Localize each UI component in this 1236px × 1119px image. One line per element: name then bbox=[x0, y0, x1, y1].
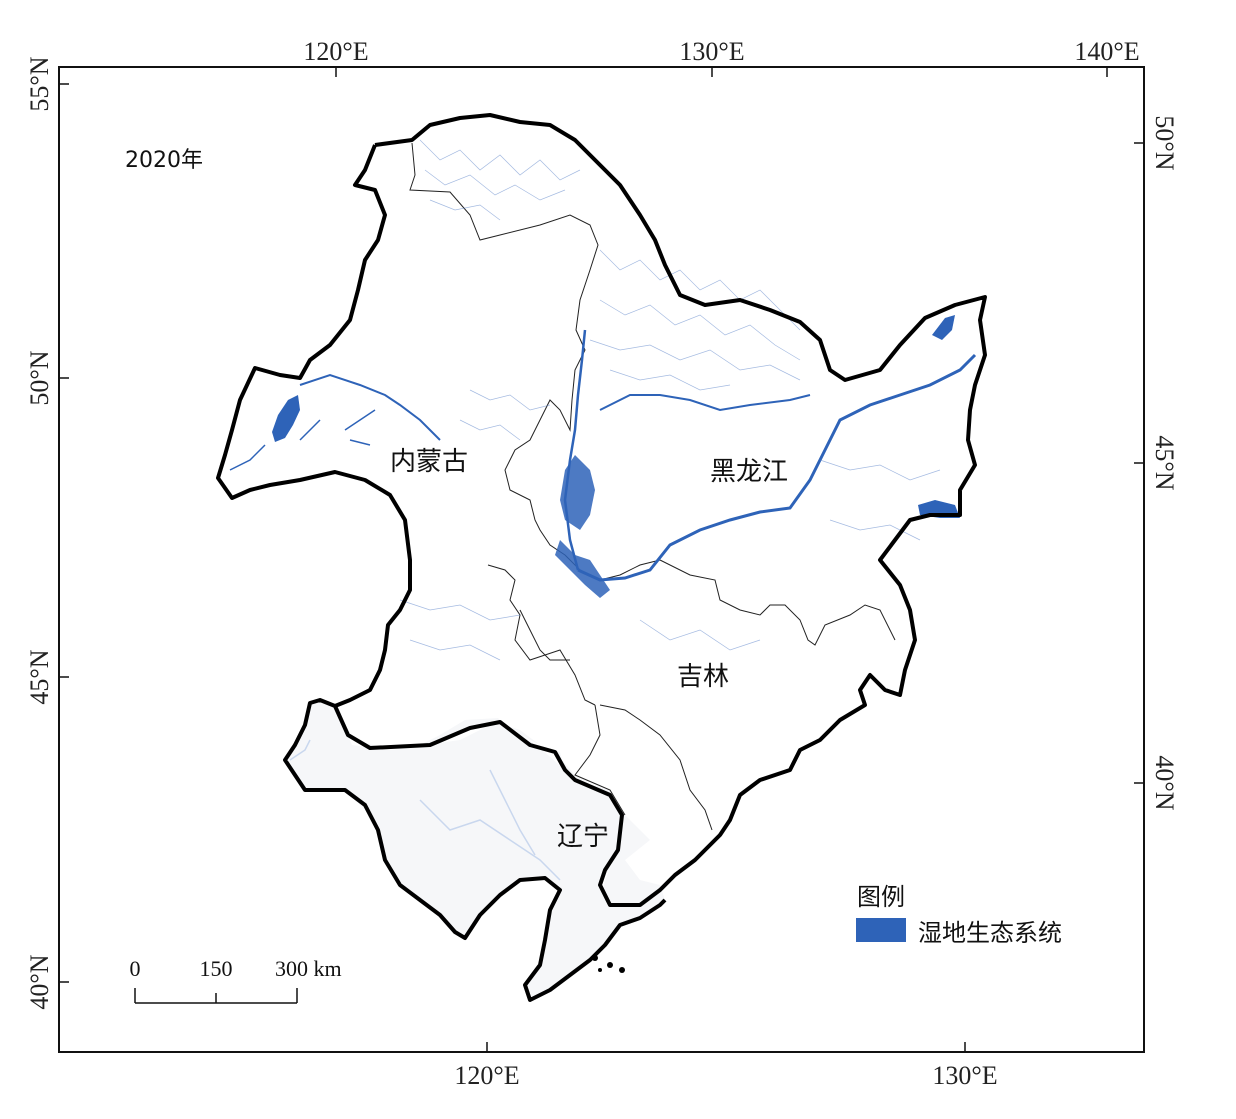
bottom-tick-120: 120°E bbox=[454, 1061, 519, 1090]
region-liaoning bbox=[310, 703, 665, 908]
wetland-features bbox=[229, 315, 977, 598]
river-hailar bbox=[299, 373, 441, 441]
islands bbox=[592, 955, 625, 973]
river-wulun bbox=[229, 419, 321, 471]
wetland-texture bbox=[399, 139, 941, 661]
bottom-axis: 120°E 130°E bbox=[454, 1042, 998, 1090]
year-label: 2020年 bbox=[125, 148, 203, 173]
label-heilongjiang: 黑龙江 bbox=[710, 457, 788, 487]
legend: 图例 湿地生态系统 bbox=[856, 883, 1062, 947]
bottom-tick-130: 130°E bbox=[932, 1061, 997, 1090]
wetland-hulun-lake bbox=[272, 395, 300, 442]
right-axis: 50°N 45°N 40°N bbox=[1134, 115, 1179, 811]
scale-bar: 0 150 300 km bbox=[130, 956, 342, 1004]
right-tick-45: 45°N bbox=[1150, 435, 1179, 490]
left-tick-50: 50°N bbox=[25, 350, 54, 405]
top-tick-130: 130°E bbox=[679, 37, 744, 66]
province-borders bbox=[409, 142, 896, 831]
right-tick-50: 50°N bbox=[1150, 115, 1179, 170]
region-outer-boundary-west bbox=[216, 144, 412, 708]
right-tick-40: 40°N bbox=[1150, 755, 1179, 810]
legend-swatch bbox=[856, 918, 906, 942]
river-heilong bbox=[599, 394, 811, 412]
legend-item-label: 湿地生态系统 bbox=[918, 919, 1062, 947]
scale-label-150: 150 bbox=[200, 956, 233, 981]
left-tick-40: 40°N bbox=[25, 954, 54, 1009]
label-jilin: 吉林 bbox=[677, 662, 729, 692]
left-tick-55: 55°N bbox=[25, 56, 54, 111]
legend-title: 图例 bbox=[857, 883, 905, 911]
liaoning-rivers bbox=[289, 739, 561, 881]
top-tick-140: 140°E bbox=[1074, 37, 1139, 66]
region-outer-boundary bbox=[283, 113, 987, 1002]
label-nei-menggu: 内蒙古 bbox=[390, 447, 468, 477]
left-tick-45: 45°N bbox=[25, 649, 54, 704]
scale-label-0: 0 bbox=[130, 956, 141, 981]
label-liaoning: 辽宁 bbox=[557, 822, 609, 852]
scale-label-300: 300 km bbox=[275, 956, 342, 981]
top-tick-120: 120°E bbox=[303, 37, 368, 66]
wetland-northeast-lake bbox=[932, 315, 955, 340]
river-west bbox=[344, 409, 376, 446]
river-songhua bbox=[577, 353, 977, 582]
river-nen bbox=[563, 329, 587, 571]
left-axis: 55°N 50°N 45°N 40°N bbox=[25, 56, 69, 1010]
top-axis: 120°E 130°E 140°E bbox=[303, 37, 1140, 77]
